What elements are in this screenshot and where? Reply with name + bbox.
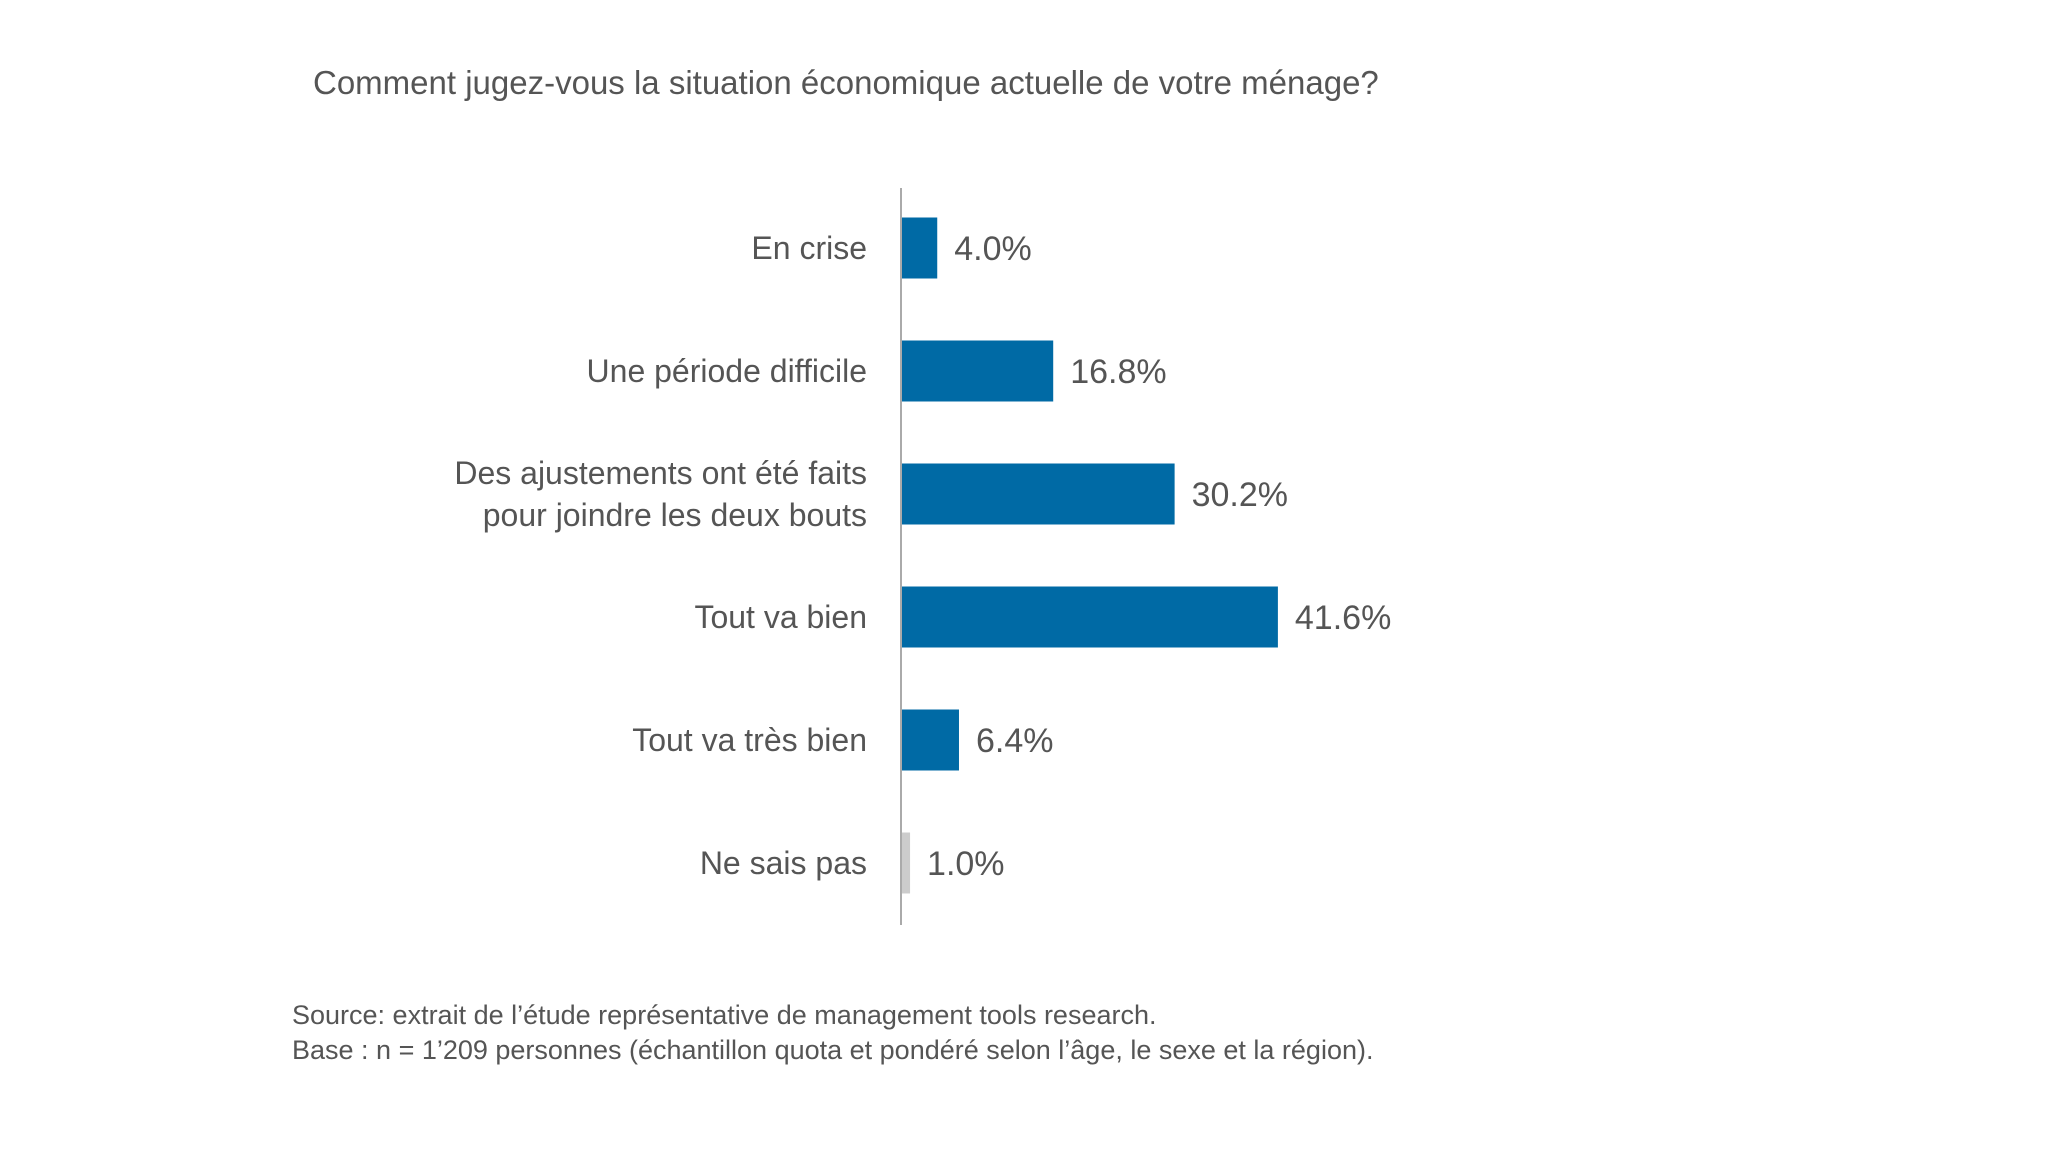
category-label: Tout va très bien bbox=[632, 722, 867, 758]
chart-title: Comment jugez-vous la situation économiq… bbox=[313, 64, 1379, 101]
category-label: Une période difficile bbox=[587, 353, 867, 389]
value-label: 41.6% bbox=[1295, 599, 1391, 637]
bar bbox=[901, 340, 1054, 402]
value-label: 1.0% bbox=[927, 845, 1005, 883]
bar bbox=[901, 586, 1278, 648]
bar bbox=[901, 463, 1175, 525]
category-label: En crise bbox=[751, 230, 867, 266]
value-label: 4.0% bbox=[954, 230, 1032, 268]
base-note: Base : n = 1’209 personnes (échantillon … bbox=[292, 1035, 1374, 1065]
category-label: Des ajustements ont été faits pour joindr… bbox=[454, 455, 867, 533]
value-label: 30.2% bbox=[1192, 476, 1288, 514]
value-label: 16.8% bbox=[1070, 353, 1166, 391]
bar bbox=[901, 709, 959, 771]
bar bbox=[901, 217, 938, 279]
category-label: Ne sais pas bbox=[700, 845, 867, 881]
source-note: Source: extrait de l’étude représentativ… bbox=[292, 1000, 1157, 1030]
bar bbox=[901, 832, 911, 894]
category-label: Tout va bien bbox=[694, 599, 867, 635]
value-label: 6.4% bbox=[976, 722, 1054, 760]
